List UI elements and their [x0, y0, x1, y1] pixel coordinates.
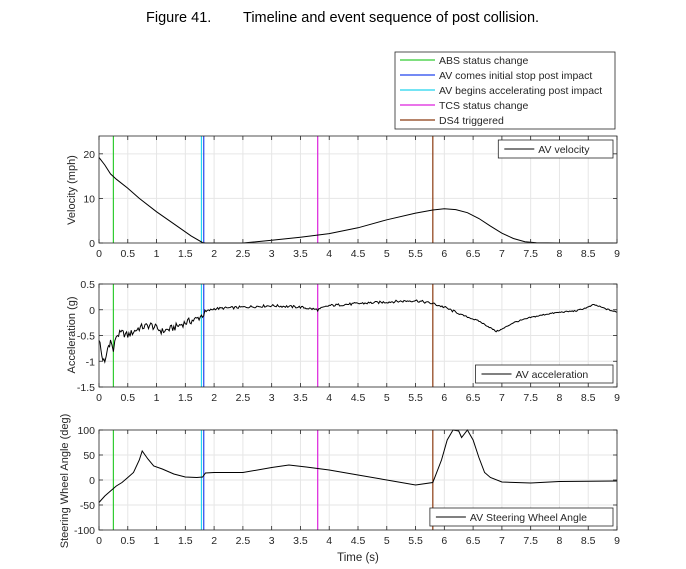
- y-tick-label: 0: [89, 238, 95, 250]
- legend-box: [497, 139, 614, 159]
- figure-title: Timeline and event sequence of post coll…: [243, 10, 540, 26]
- x-tick-label: 3.5: [293, 248, 308, 260]
- x-tick-label: 0: [96, 535, 102, 547]
- series-line-1: [98, 157, 617, 244]
- x-tick-label: 8: [557, 392, 563, 404]
- x-tick-label: 3.5: [293, 392, 308, 404]
- x-tick-label: 6: [441, 248, 447, 260]
- x-tick-label: 2.5: [236, 248, 251, 260]
- x-axis-label: Time (s): [337, 552, 379, 564]
- x-tick-label: 0.5: [120, 535, 135, 547]
- x-tick-label: 3: [269, 392, 275, 404]
- x-tick-label: 0: [96, 248, 102, 260]
- y-tick-label: 0.5: [80, 279, 95, 291]
- x-tick-label: 3: [269, 535, 275, 547]
- x-tick-label: 1.5: [178, 392, 193, 404]
- x-tick-label: 7.5: [523, 392, 538, 404]
- x-tick-label: 8.5: [581, 535, 596, 547]
- x-tick-label: 8.5: [581, 392, 596, 404]
- x-tick-label: 1.5: [178, 248, 193, 260]
- y-tick-label: -1: [86, 356, 95, 368]
- event-legend-label: AV begins accelerating post impact: [439, 85, 602, 97]
- legend-label: AV Steering Wheel Angle: [470, 512, 587, 524]
- x-tick-label: 2: [211, 535, 217, 547]
- x-tick-label: 5: [384, 535, 390, 547]
- y-tick-label: -100: [74, 525, 95, 537]
- legend-box: [429, 507, 614, 527]
- x-tick-label: 7: [499, 392, 505, 404]
- x-tick-label: 3: [269, 248, 275, 260]
- y-axis-label: Acceleration (g): [66, 296, 78, 373]
- x-tick-label: 9: [614, 392, 620, 404]
- series-line-1: [98, 429, 618, 503]
- x-tick-label: 0.5: [120, 248, 135, 260]
- series-legend: AV acceleration: [475, 364, 614, 384]
- x-tick-label: 6: [441, 392, 447, 404]
- y-tick-label: 0: [89, 475, 95, 487]
- x-tick-label: 1: [154, 535, 160, 547]
- x-tick-label: 8: [557, 248, 563, 260]
- series-legend: AV Steering Wheel Angle: [429, 507, 614, 527]
- x-tick-label: 7: [499, 248, 505, 260]
- y-tick-label: 50: [83, 450, 95, 462]
- events-legend: ABS status change AV comes initial stop p…: [394, 51, 616, 130]
- x-tick-label: 6.5: [466, 392, 481, 404]
- x-tick-label: 2: [211, 248, 217, 260]
- x-tick-label: 6.5: [466, 535, 481, 547]
- x-tick-label: 3.5: [293, 535, 308, 547]
- legend-label: AV acceleration: [516, 369, 589, 381]
- y-tick-label: 0: [89, 305, 95, 317]
- x-tick-label: 5.5: [408, 392, 423, 404]
- event-legend-label: ABS status change: [439, 55, 528, 67]
- x-tick-label: 1.5: [178, 535, 193, 547]
- series-legend: AV velocity: [497, 139, 614, 159]
- x-tick-label: 4.5: [351, 248, 366, 260]
- series-line-1: [98, 299, 618, 364]
- x-tick-label: 5.5: [408, 535, 423, 547]
- x-tick-label: 6.5: [466, 248, 481, 260]
- y-tick-label: -0.5: [77, 331, 95, 343]
- x-tick-label: 5: [384, 392, 390, 404]
- x-tick-label: 9: [614, 248, 620, 260]
- x-tick-label: 6: [441, 535, 447, 547]
- legend-box: [475, 364, 614, 384]
- x-tick-label: 1: [154, 392, 160, 404]
- x-tick-label: 7.5: [523, 248, 538, 260]
- x-tick-label: 8.5: [581, 248, 596, 260]
- x-tick-label: 7.5: [523, 535, 538, 547]
- y-axis-label: Velocity (mph): [66, 155, 78, 225]
- x-tick-label: 4.5: [351, 392, 366, 404]
- x-tick-label: 4.5: [351, 535, 366, 547]
- event-legend-label: TCS status change: [439, 100, 528, 112]
- x-tick-label: 5.5: [408, 248, 423, 260]
- x-tick-label: 4: [326, 248, 332, 260]
- x-tick-label: 1: [154, 248, 160, 260]
- x-tick-label: 2: [211, 392, 217, 404]
- y-tick-label: -50: [80, 500, 95, 512]
- y-tick-label: 100: [77, 425, 95, 437]
- x-tick-label: 4: [326, 392, 332, 404]
- figure-label: Figure 41.: [146, 10, 212, 26]
- x-tick-label: 9: [614, 535, 620, 547]
- event-legend-label: DS4 triggered: [439, 115, 504, 127]
- legend-label: AV velocity: [538, 144, 590, 156]
- y-tick-label: 20: [83, 149, 95, 161]
- x-tick-label: 2.5: [236, 535, 251, 547]
- y-axis-label: Steering Wheel Angle (deg): [59, 414, 71, 549]
- chart-panel-2: 0 0.5 1 1.5 2 2.5 3 3.5 4 4.5 5 5.5 6 6.5 7 7.5 8 8.5 9 -1.…: [66, 279, 620, 404]
- chart-panel-3: 0 0.5 1 1.5 2 2.5 3 3.5 4 4.5 5 5.5 6 6.5 7 7.5 8 8.5 9 -10…: [59, 414, 620, 564]
- y-tick-label: 10: [83, 193, 95, 205]
- x-tick-label: 8: [557, 535, 563, 547]
- x-tick-label: 0.5: [120, 392, 135, 404]
- x-tick-label: 0: [96, 392, 102, 404]
- chart-panel-1: 0 0.5 1 1.5 2 2.5 3 3.5 4 4.5 5 5.5 6 6.5 7 7.5 8 8.5 9 0 10…: [66, 135, 620, 260]
- x-tick-label: 4: [326, 535, 332, 547]
- y-tick-label: -1.5: [77, 382, 95, 394]
- event-legend-label: AV comes initial stop post impact: [439, 70, 592, 82]
- x-tick-label: 5: [384, 248, 390, 260]
- x-tick-label: 7: [499, 535, 505, 547]
- x-tick-label: 2.5: [236, 392, 251, 404]
